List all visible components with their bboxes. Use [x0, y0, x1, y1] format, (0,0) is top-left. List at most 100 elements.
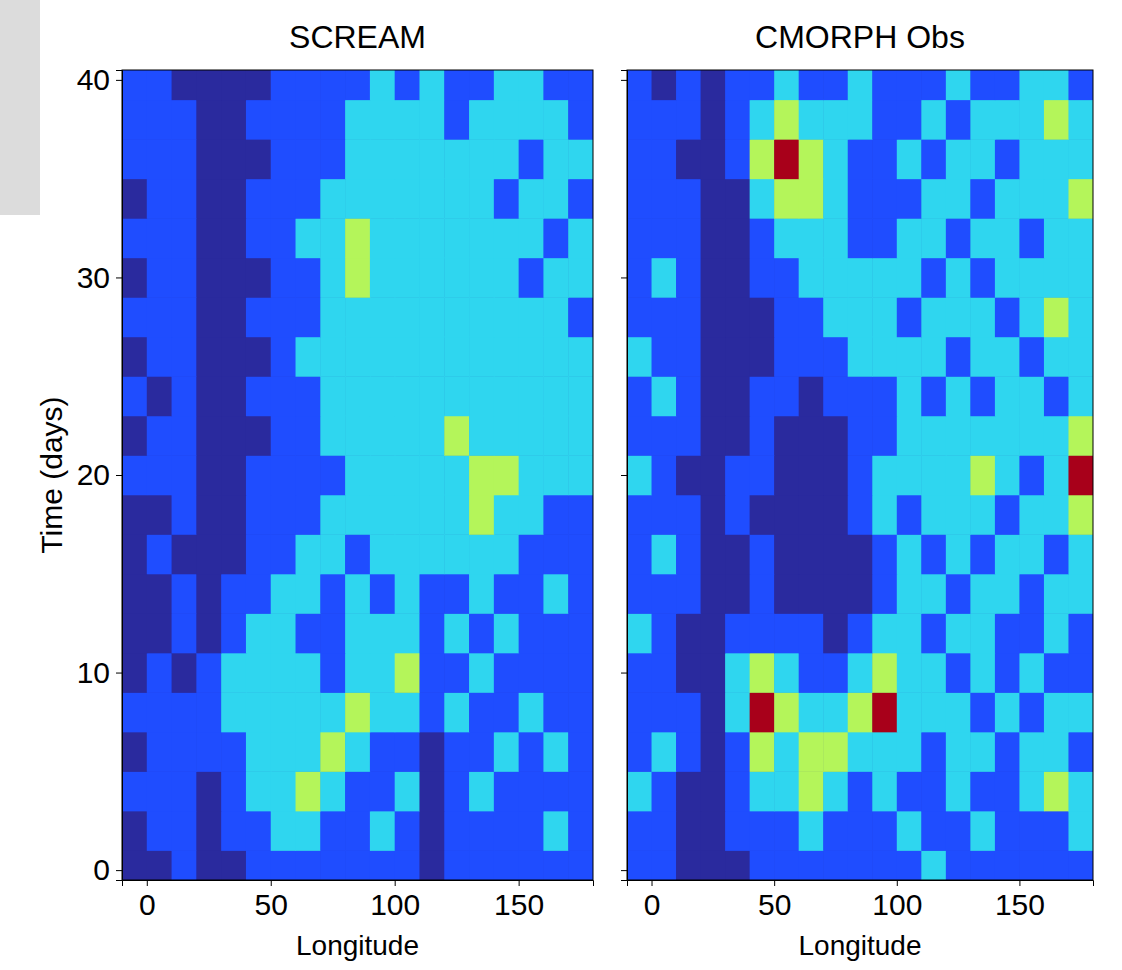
x-tick-mark [1019, 880, 1020, 886]
cell [676, 376, 701, 416]
cell [172, 139, 197, 179]
cell [897, 534, 922, 574]
cell [897, 416, 922, 456]
cell [1068, 455, 1093, 495]
cell [1068, 337, 1093, 377]
cell [1019, 574, 1044, 614]
cell [519, 297, 544, 337]
cell [1044, 455, 1069, 495]
cell [246, 100, 271, 140]
cell [897, 811, 922, 851]
cell [296, 416, 321, 456]
cell [444, 100, 469, 140]
cell [725, 653, 750, 693]
cell [196, 495, 221, 535]
cell [246, 850, 271, 880]
cell [1044, 416, 1069, 456]
cell [345, 179, 370, 219]
cell [799, 495, 824, 535]
cell [970, 376, 995, 416]
cell [370, 732, 395, 772]
cell [519, 534, 544, 574]
y-tick-mark [621, 870, 627, 871]
cell [627, 771, 652, 811]
cell [701, 455, 726, 495]
y-tick-mark [621, 277, 627, 278]
cell [652, 258, 677, 298]
cell [848, 692, 873, 732]
x-axis: 050100150 [123, 880, 594, 921]
cell [652, 495, 677, 535]
cell [246, 70, 271, 100]
cell [345, 771, 370, 811]
x-axis-title: Longitude [296, 930, 419, 961]
cell [320, 495, 345, 535]
cell [320, 337, 345, 377]
cell [469, 218, 494, 258]
cell [774, 416, 799, 456]
cell [370, 179, 395, 219]
cell [627, 376, 652, 416]
cell [799, 455, 824, 495]
cell [271, 416, 296, 456]
cell [823, 653, 848, 693]
cell [172, 534, 197, 574]
cell [172, 376, 197, 416]
cell [774, 653, 799, 693]
cell [196, 732, 221, 772]
cell [995, 732, 1020, 772]
cell [676, 732, 701, 772]
cell [750, 258, 775, 298]
cell [701, 258, 726, 298]
cell [627, 70, 652, 100]
cell [568, 850, 593, 880]
cell [543, 297, 568, 337]
cell [1068, 139, 1093, 179]
cell [774, 534, 799, 574]
cell [652, 376, 677, 416]
cell [774, 218, 799, 258]
cell [1019, 70, 1044, 100]
cell [725, 771, 750, 811]
cell [701, 100, 726, 140]
cell [750, 692, 775, 732]
cell [823, 218, 848, 258]
cell [872, 692, 897, 732]
cell [320, 455, 345, 495]
cell [122, 732, 147, 772]
cell [872, 613, 897, 653]
cell [122, 297, 147, 337]
cell [469, 811, 494, 851]
cell [750, 811, 775, 851]
cell [444, 495, 469, 535]
cell [444, 139, 469, 179]
cell [848, 139, 873, 179]
cell [246, 416, 271, 456]
cell [676, 850, 701, 880]
cell [395, 495, 420, 535]
cell [419, 179, 444, 219]
x-tick: 0 [644, 880, 661, 921]
cell [395, 574, 420, 614]
cell [774, 692, 799, 732]
cell [494, 455, 519, 495]
cell [652, 100, 677, 140]
cell [652, 811, 677, 851]
y-axis-title: Time (days) [35, 396, 68, 553]
cell [221, 692, 246, 732]
cell [494, 495, 519, 535]
cell [320, 100, 345, 140]
cell [469, 70, 494, 100]
cell [652, 337, 677, 377]
cell [1019, 811, 1044, 851]
cell [970, 179, 995, 219]
cell [543, 653, 568, 693]
cell [750, 100, 775, 140]
cell [370, 850, 395, 880]
cell [271, 653, 296, 693]
cell [345, 100, 370, 140]
cell [345, 218, 370, 258]
cell [221, 771, 246, 811]
cell [519, 574, 544, 614]
cell [469, 732, 494, 772]
